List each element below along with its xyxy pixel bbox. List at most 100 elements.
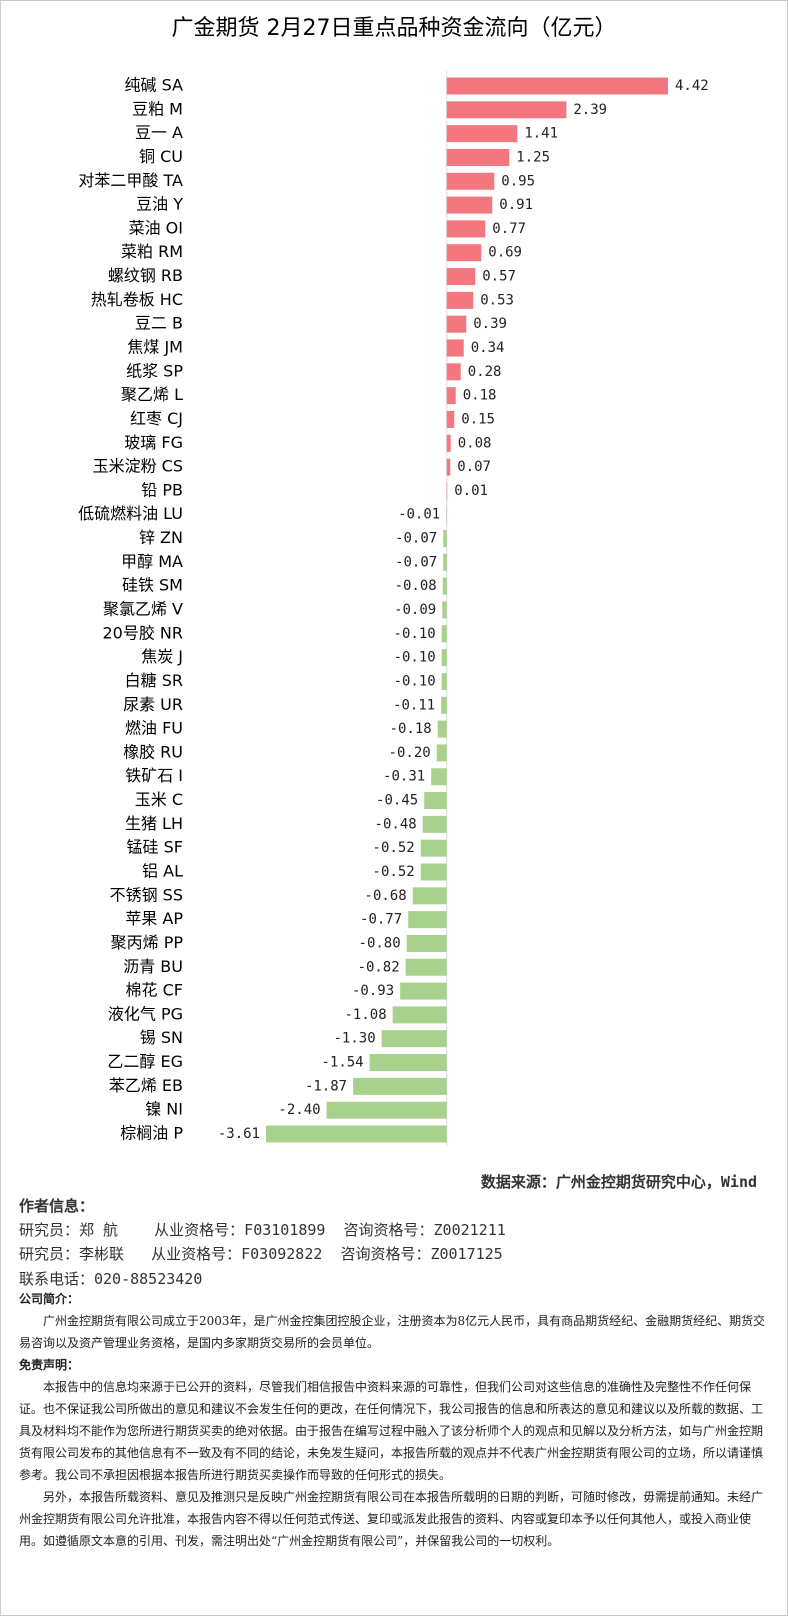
- bar: [422, 815, 447, 833]
- value-label: -0.52: [373, 840, 415, 856]
- value-label: -0.18: [390, 721, 432, 737]
- category-label: 低硫燃料油 LU: [78, 504, 183, 523]
- category-label: 生猪 LH: [125, 814, 183, 833]
- category-label: 焦煤 JM: [127, 338, 183, 357]
- bar: [446, 387, 456, 405]
- value-label: -0.20: [389, 745, 431, 761]
- author-row: 研究员：郑 航 从业资格号：F03101899 咨询资格号：Z0021211: [19, 1219, 506, 1240]
- category-label: 镍 NI: [145, 1100, 183, 1119]
- bar: [446, 148, 510, 166]
- bar: [446, 506, 447, 524]
- value-label: -0.07: [395, 531, 437, 547]
- category-label: 豆油 Y: [136, 195, 183, 214]
- value-label: 0.34: [471, 340, 505, 356]
- category-label: 液化气 PG: [108, 1004, 183, 1023]
- category-label: 锰硅 SF: [127, 838, 183, 857]
- value-label: -1.08: [345, 1007, 387, 1023]
- bar: [446, 482, 448, 500]
- value-label: 0.28: [468, 364, 502, 380]
- value-label: -0.45: [376, 793, 418, 809]
- bar: [437, 720, 447, 738]
- category-label: 玉米 C: [135, 790, 183, 809]
- value-label: 0.91: [499, 197, 533, 213]
- value-label: 0.08: [458, 435, 492, 451]
- bar: [392, 1006, 447, 1024]
- disclaimer-heading: 免责声明：: [19, 1358, 80, 1372]
- category-label: 棉花 CF: [126, 981, 183, 1000]
- category-label: 白糖 SR: [125, 671, 183, 690]
- value-label: -0.01: [398, 507, 440, 523]
- category-label: 菜油 OI: [129, 218, 183, 237]
- bar: [446, 458, 451, 476]
- disclaimer-text: 另外，本报告所载资料、意见及推测只是反映广州金控期货有限公司在本报告所载明的日期…: [19, 1490, 764, 1548]
- bar: [446, 434, 451, 452]
- category-label: 豆一 A: [135, 123, 183, 142]
- value-label: 0.77: [492, 221, 526, 237]
- value-label: 0.53: [480, 292, 514, 308]
- value-label: -0.31: [383, 769, 425, 785]
- category-label: 苹果 AP: [125, 909, 183, 928]
- author-role: 研究员：郑 航: [19, 1221, 119, 1239]
- bar: [441, 625, 447, 643]
- value-label: -0.10: [394, 673, 436, 689]
- bar: [400, 982, 447, 1000]
- value-label: -0.52: [373, 864, 415, 880]
- category-label: 尿素 UR: [123, 695, 183, 714]
- value-label: -1.54: [321, 1055, 363, 1071]
- category-label: 豆粕 M: [132, 99, 183, 118]
- category-label: 20号胶 NR: [102, 623, 183, 642]
- category-label: 焦炭 J: [141, 647, 183, 666]
- value-label: 0.15: [461, 411, 495, 427]
- category-label: 不锈钢 SS: [110, 885, 183, 904]
- value-label: -0.07: [395, 554, 437, 570]
- chart-title: 广金期货 2月27日重点品种资金流向（亿元）: [172, 16, 617, 41]
- bar: [420, 863, 447, 881]
- category-label: 锌 ZN: [139, 528, 183, 547]
- bar: [420, 839, 447, 857]
- value-label: 2.39: [573, 102, 607, 118]
- value-label: 0.01: [454, 483, 488, 499]
- value-label: -0.80: [359, 935, 401, 951]
- value-label: 1.25: [516, 149, 550, 165]
- value-label: 0.18: [463, 388, 497, 404]
- bar: [424, 792, 447, 810]
- license: 从业资格号：F03092822: [151, 1245, 323, 1263]
- author-heading: 作者信息：: [19, 1197, 95, 1215]
- bar: [446, 268, 476, 286]
- value-label: -1.87: [305, 1078, 347, 1094]
- category-label: 铜 CU: [139, 147, 183, 166]
- notes: 公司简介： 广州金控期货有限公司成立于2003年，是广州金控集团控股企业，注册资…: [19, 1288, 767, 1552]
- category-label: 苯乙烯 EB: [109, 1076, 183, 1095]
- value-label: -0.82: [358, 959, 400, 975]
- disclaimer-text: 本报告中的信息均来源于已公开的资料，尽管我们相信报告中资料来源的可靠性，但我们公…: [19, 1380, 764, 1482]
- category-label: 沥青 BU: [123, 957, 183, 976]
- consult: 咨询资格号：Z0021211: [343, 1221, 506, 1239]
- source: 数据来源：广州金控期货研究中心，Wind: [480, 1173, 757, 1191]
- value-label: -0.77: [360, 912, 402, 928]
- consult: 咨询资格号：Z0017125: [340, 1245, 503, 1263]
- value-label: 0.57: [482, 269, 516, 285]
- bar: [443, 553, 447, 571]
- category-label: 橡胶 RU: [123, 742, 183, 761]
- value-label: 0.69: [488, 245, 522, 261]
- category-label: 聚乙烯 L: [121, 385, 183, 404]
- bar: [431, 768, 447, 786]
- bar: [408, 911, 447, 929]
- bar: [326, 1101, 447, 1119]
- category-label: 对苯二甲酸 TA: [78, 171, 183, 190]
- bar: [443, 530, 447, 548]
- category-label: 锡 SN: [140, 1028, 183, 1047]
- category-label: 聚丙烯 PP: [111, 933, 184, 952]
- value-label: -2.40: [278, 1102, 320, 1118]
- category-label: 棕榈油 P: [120, 1124, 183, 1143]
- bar: [446, 244, 482, 262]
- value-label: 0.95: [501, 173, 535, 189]
- category-label: 聚氯乙烯 V: [103, 600, 183, 619]
- category-label: 螺纹钢 RB: [108, 266, 183, 285]
- category-label: 纯碱 SA: [125, 76, 184, 95]
- bar: [446, 410, 455, 428]
- category-label: 甲醇 MA: [121, 552, 183, 571]
- category-label: 硅铁 SM: [122, 576, 183, 595]
- category-label: 纸浆 SP: [126, 361, 183, 380]
- category-label: 热轧卷板 HC: [91, 290, 183, 309]
